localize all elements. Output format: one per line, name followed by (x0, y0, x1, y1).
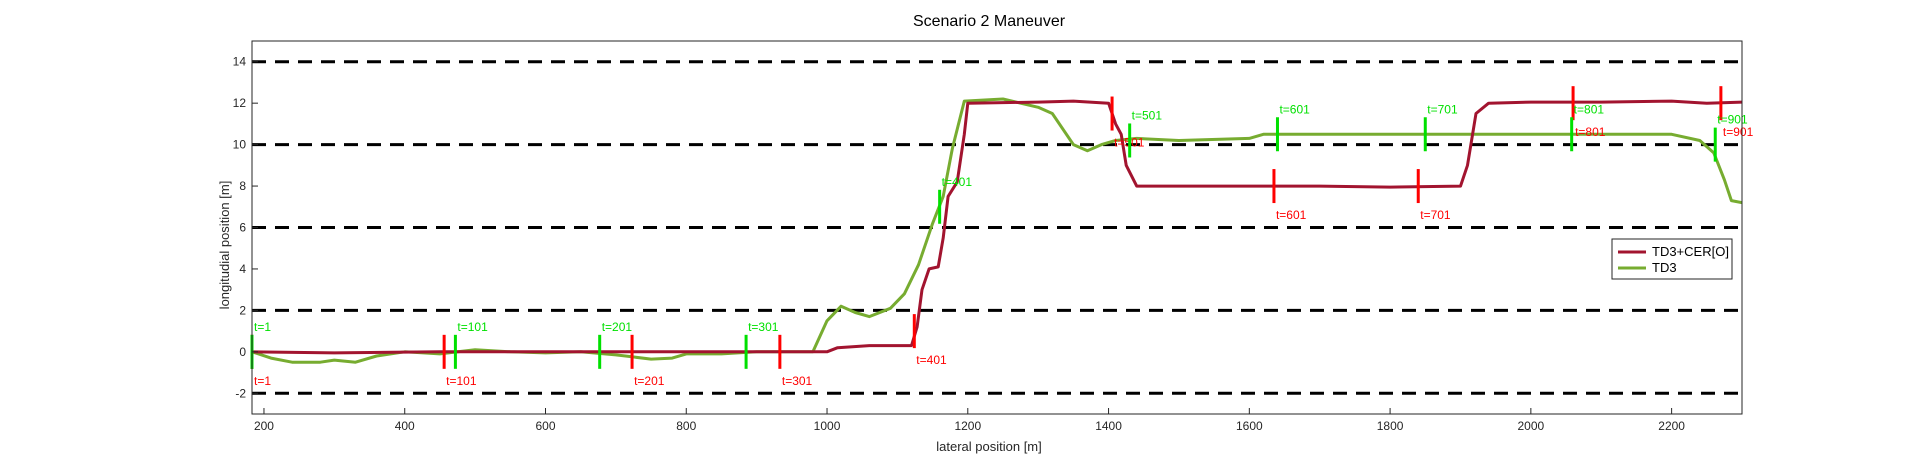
time-mark-label: t=501 (1132, 108, 1163, 122)
x-tick-label: 1600 (1236, 419, 1263, 433)
x-tick-label: 600 (535, 419, 555, 433)
legend-entry: TD3+CER[O] (1652, 244, 1729, 259)
x-tick-label: 400 (395, 419, 415, 433)
time-mark-label: t=1 (254, 320, 271, 334)
series-line-td3-cer-o- (252, 99, 1742, 355)
x-tick-label: 1400 (1095, 419, 1122, 433)
time-mark-label: t=601 (1276, 208, 1307, 222)
time-mark-label: t=301 (748, 320, 779, 334)
series-group (252, 97, 1742, 364)
x-tick-label: 2200 (1658, 419, 1685, 433)
y-tick-label: 8 (239, 179, 246, 193)
legend: TD3+CER[O]TD3 (1611, 238, 1733, 280)
time-mark-label: t=801 (1575, 125, 1606, 139)
time-mark-label: t=601 (1279, 102, 1310, 116)
chart-title: Scenario 2 Maneuver (913, 13, 1066, 30)
time-marks-group: t=1 t=101 t=201 t=301 t=401 t=501 t=601 t=701 t=… (250, 86, 1754, 388)
time-mark-label: t=801 (1574, 102, 1605, 116)
time-mark-label: t=201 (602, 320, 633, 334)
time-mark-label: t=101 (446, 374, 477, 388)
x-tick-label: 1000 (814, 419, 841, 433)
y-axis-label: longitudial position [m] (217, 181, 232, 310)
lane-lines-group (252, 60, 1742, 395)
x-tick-label: 2000 (1518, 419, 1545, 433)
x-tick-label: 1200 (954, 419, 981, 433)
axes-group: 200 400 600 800 1000 1200 1400 1600 1800 2000 2200… (233, 55, 1686, 433)
time-mark-label: t=701 (1420, 208, 1451, 222)
y-tick-label: 2 (239, 303, 246, 317)
y-tick-label: 4 (239, 262, 246, 276)
time-mark-label: t=1 (254, 374, 271, 388)
x-tick-label: 200 (254, 419, 274, 433)
legend-box (1611, 238, 1733, 280)
y-tick-label: 6 (239, 221, 246, 235)
time-mark-label: t=301 (782, 374, 813, 388)
legend-entry: TD3 (1652, 260, 1677, 275)
y-tick-label: 10 (233, 138, 247, 152)
time-mark-label: t=701 (1427, 102, 1458, 116)
x-tick-label: 1800 (1377, 419, 1404, 433)
y-tick-label: -2 (235, 386, 246, 400)
time-mark-label: t=101 (457, 320, 488, 334)
time-mark-label: t=401 (942, 175, 973, 189)
x-tick-label: 800 (676, 419, 696, 433)
time-mark-label: t=201 (634, 374, 665, 388)
time-mark-label: t=401 (916, 353, 947, 367)
y-tick-label: 12 (233, 96, 247, 110)
x-axis-label: lateral position [m] (936, 439, 1042, 454)
time-mark-label: t=901 (1717, 113, 1748, 127)
y-tick-label: 14 (233, 55, 247, 69)
y-tick-label: 0 (239, 345, 246, 359)
time-mark-label: t=901 (1723, 125, 1754, 139)
